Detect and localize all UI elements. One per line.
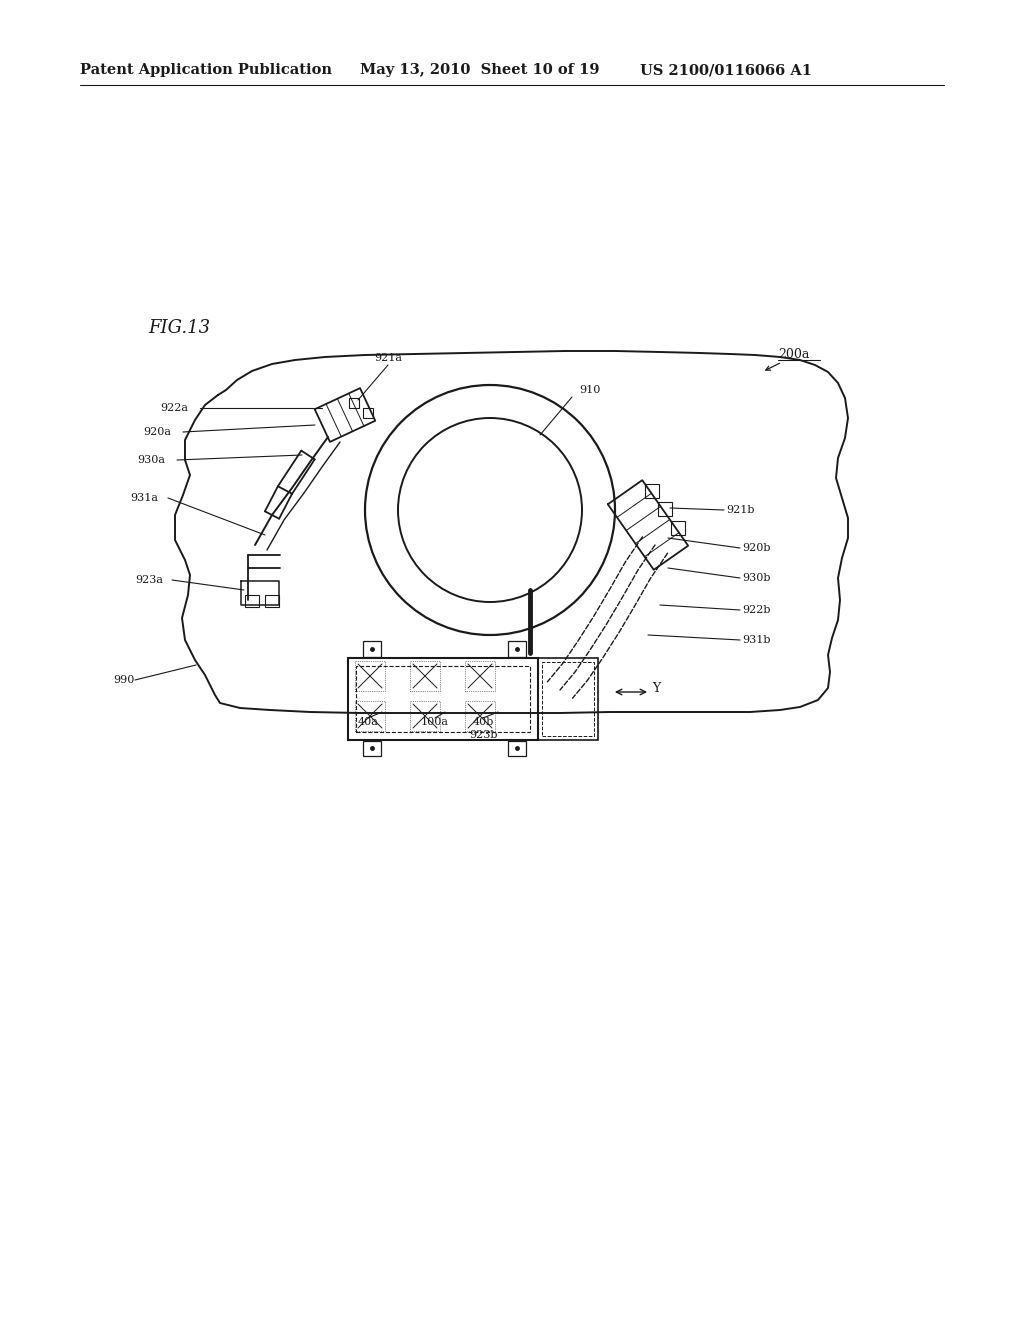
Bar: [410, 661, 440, 690]
Text: 920b: 920b: [742, 543, 770, 553]
Bar: [362, 642, 381, 657]
Text: 910: 910: [580, 385, 601, 395]
Text: 930a: 930a: [137, 455, 165, 465]
Text: 922a: 922a: [160, 403, 188, 413]
Bar: [356, 667, 530, 733]
Bar: [355, 701, 385, 731]
Text: 100a: 100a: [421, 717, 449, 727]
Text: 930b: 930b: [742, 573, 770, 583]
Text: 922b: 922b: [742, 605, 770, 615]
Text: 921a: 921a: [374, 352, 402, 363]
Text: 923b: 923b: [469, 730, 498, 741]
Text: May 13, 2010  Sheet 10 of 19: May 13, 2010 Sheet 10 of 19: [360, 63, 599, 77]
Bar: [645, 483, 658, 498]
Bar: [465, 661, 495, 690]
Text: 40b: 40b: [472, 717, 494, 727]
Text: 990: 990: [113, 675, 134, 685]
Bar: [658, 503, 672, 516]
Bar: [362, 741, 381, 756]
Bar: [508, 741, 526, 756]
Bar: [538, 657, 598, 741]
Text: FIG.13: FIG.13: [148, 319, 210, 337]
Bar: [348, 657, 538, 741]
Text: 921b: 921b: [726, 506, 755, 515]
Text: 923a: 923a: [135, 576, 163, 585]
Bar: [364, 408, 373, 418]
Bar: [410, 701, 440, 731]
Bar: [349, 397, 359, 408]
Bar: [355, 661, 385, 690]
Text: 920a: 920a: [143, 426, 171, 437]
Text: US 2100/0116066 A1: US 2100/0116066 A1: [640, 63, 812, 77]
Bar: [265, 595, 279, 607]
Text: 931a: 931a: [130, 492, 158, 503]
Bar: [245, 595, 259, 607]
Bar: [542, 663, 594, 737]
Text: Y: Y: [652, 681, 660, 694]
Text: 931b: 931b: [742, 635, 770, 645]
Text: 40a: 40a: [357, 717, 379, 727]
Text: 200a: 200a: [778, 347, 809, 360]
Bar: [508, 642, 526, 657]
Bar: [671, 521, 685, 535]
Bar: [465, 701, 495, 731]
Text: Patent Application Publication: Patent Application Publication: [80, 63, 332, 77]
